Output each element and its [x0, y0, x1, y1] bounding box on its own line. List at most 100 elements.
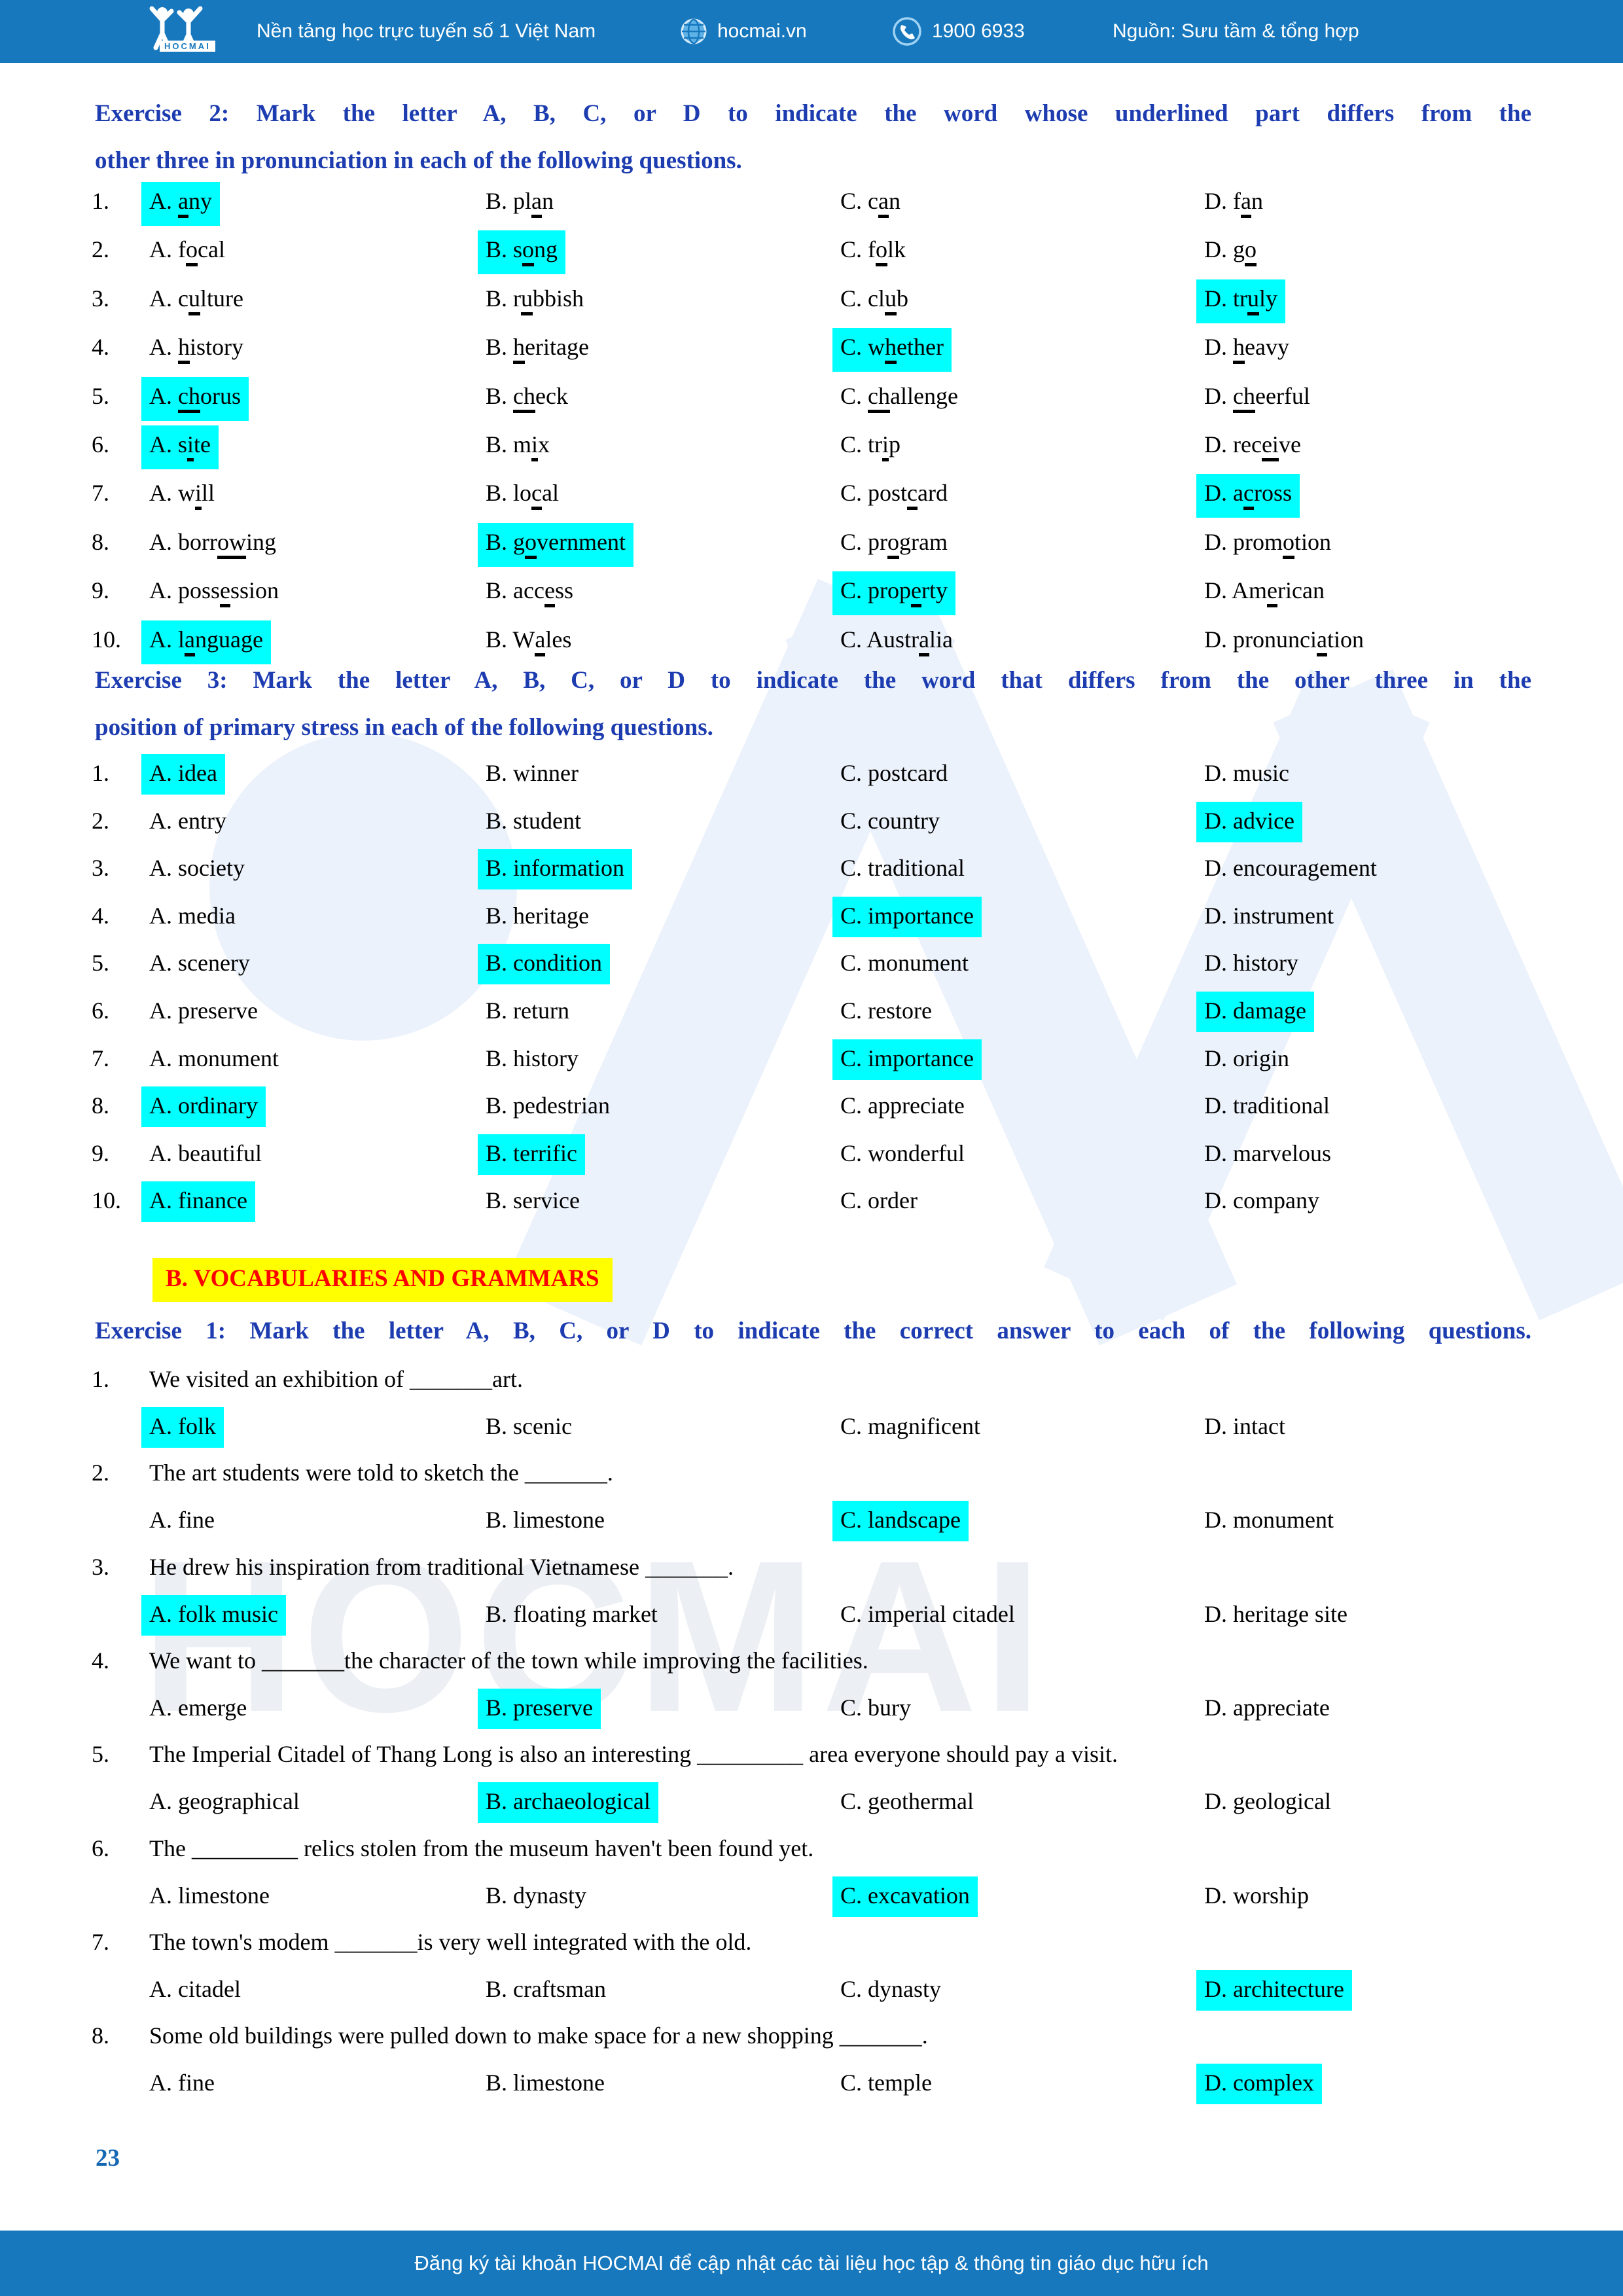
option-word: across: [1233, 480, 1292, 510]
option-word: folk: [178, 1413, 216, 1439]
option-word: fine: [178, 1507, 215, 1533]
option-word: heritage site: [1233, 1601, 1347, 1627]
question-number: 7.: [92, 1045, 109, 1071]
option-word: emerge: [178, 1695, 247, 1721]
option-d: D. music: [1204, 759, 1289, 787]
option-word: go: [1233, 236, 1257, 266]
option-label: A.: [149, 1695, 172, 1721]
option-c: C. landscape: [832, 1501, 969, 1541]
option-word: truly: [1233, 285, 1277, 315]
question-row: 8. A. ordinary B. pedestrian C. appreciate D…: [92, 1086, 1584, 1132]
option-word: media: [178, 903, 236, 929]
option-word: geographical: [178, 1788, 300, 1814]
option-label: C.: [840, 1601, 863, 1627]
option-c: C. wonderful: [840, 1139, 965, 1167]
option-b: B. preserve: [478, 1689, 601, 1729]
question-row: 4. A. media B. heritage C. importance D. ins…: [92, 897, 1584, 942]
option-word: heritage: [513, 334, 589, 364]
option-label: C.: [840, 855, 863, 881]
question-stem-row: 8. Some old buildings were pulled down to…: [92, 2022, 1584, 2062]
question-stem: The art students were told to sketch the…: [149, 1460, 613, 1486]
option-label: A.: [149, 1413, 172, 1439]
option-label: C.: [840, 1695, 863, 1721]
question-row: 10. A. finance B. service C. order D. compan…: [92, 1181, 1584, 1227]
option-word: encouragement: [1233, 855, 1377, 881]
option-word: damage: [1233, 997, 1306, 1024]
question-number: 6.: [92, 1835, 109, 1861]
source-text: Nguồn: Sưu tầm & tổng hợp: [1113, 20, 1359, 42]
option-word: monument: [868, 950, 969, 976]
option-d: D. worship: [1204, 1882, 1309, 1909]
option-label: B.: [486, 903, 508, 929]
option-c: C. monument: [840, 949, 969, 977]
option-label: B.: [486, 760, 508, 786]
option-label: D.: [1204, 383, 1227, 409]
underlined-part: a: [1316, 627, 1327, 656]
option-word: chorus: [178, 383, 241, 413]
option-label: B.: [486, 1788, 508, 1814]
option-b: B. heritage: [486, 902, 589, 929]
option-b: B. dynasty: [486, 1882, 586, 1909]
option-c: C. geothermal: [840, 1787, 974, 1815]
question-stem-row: 1. We visited an exhibition of _______art…: [92, 1365, 1584, 1406]
phone-icon: [893, 17, 921, 46]
option-label: D.: [1204, 188, 1227, 214]
question-stem: The town's modem _______is very well int…: [149, 1929, 752, 1955]
option-label: A.: [149, 1976, 172, 2002]
option-c: C. postcard: [840, 479, 948, 510]
option-label: D.: [1204, 808, 1227, 834]
option-word: language: [178, 626, 263, 656]
underlined-part: i: [195, 480, 202, 510]
underlined-part: i: [882, 432, 889, 461]
option-word: imperial citadel: [868, 1601, 1015, 1627]
question-number: 6.: [92, 431, 109, 457]
question-number: 10.: [92, 1187, 121, 1213]
option-b: B. student: [486, 807, 581, 834]
option-d: D. cheerful: [1204, 382, 1310, 413]
option-word: monument: [178, 1045, 279, 1071]
question-number: 3.: [92, 855, 109, 881]
option-b: B. scenic: [486, 1412, 572, 1440]
option-b: B. mix: [486, 431, 550, 461]
option-d: D. pronunciation: [1204, 626, 1364, 656]
option-label: B.: [486, 1601, 508, 1627]
option-c: C. traditional: [840, 854, 965, 882]
option-word: condition: [513, 950, 602, 976]
option-label: C.: [840, 1092, 863, 1119]
option-label: D.: [1204, 1601, 1227, 1627]
option-word: appreciate: [868, 1092, 965, 1119]
option-word: bury: [868, 1695, 912, 1721]
option-word: promotion: [1233, 529, 1331, 559]
option-label: B.: [486, 236, 508, 262]
option-a: A. culture: [149, 285, 243, 315]
question-options-row: A. folk music B. floating market C. imperi…: [92, 1595, 1584, 1641]
underlined-part: a: [878, 188, 889, 218]
underlined-part: ow: [217, 529, 246, 559]
option-d: D. American: [1204, 577, 1325, 607]
option-b: B. winner: [486, 759, 579, 787]
option-b: B. archaeological: [478, 1782, 658, 1823]
option-label: C.: [840, 760, 863, 786]
option-label: D.: [1204, 855, 1227, 881]
option-c: C. whether: [832, 328, 952, 372]
underlined-part: o: [1245, 237, 1257, 266]
underlined-part: e: [1267, 578, 1277, 607]
option-a: A. citadel: [149, 1975, 241, 2003]
option-label: A.: [149, 334, 172, 360]
header-bar: HOCMAI Nền tảng học trực tuyến số 1 Việt…: [0, 0, 1623, 63]
option-word: culture: [178, 285, 243, 315]
option-label: D.: [1204, 1045, 1227, 1071]
option-label: A.: [149, 1140, 172, 1166]
option-word: whether: [868, 334, 944, 364]
question-number: 8.: [92, 529, 109, 555]
question-number: 5.: [92, 383, 109, 409]
footer-bar: Đăng ký tài khoản HOCMAI để cập nhật các…: [0, 2231, 1623, 2296]
question-number: 10.: [92, 626, 121, 653]
option-label: B.: [486, 626, 508, 653]
option-b: B. condition: [478, 944, 610, 984]
option-word: instrument: [1233, 903, 1334, 929]
option-c: C. country: [840, 807, 940, 834]
header-source: Nguồn: Sưu tầm & tổng hợp: [1113, 0, 1359, 63]
option-word: borrowing: [178, 529, 276, 559]
underlined-part: o: [1283, 529, 1294, 559]
